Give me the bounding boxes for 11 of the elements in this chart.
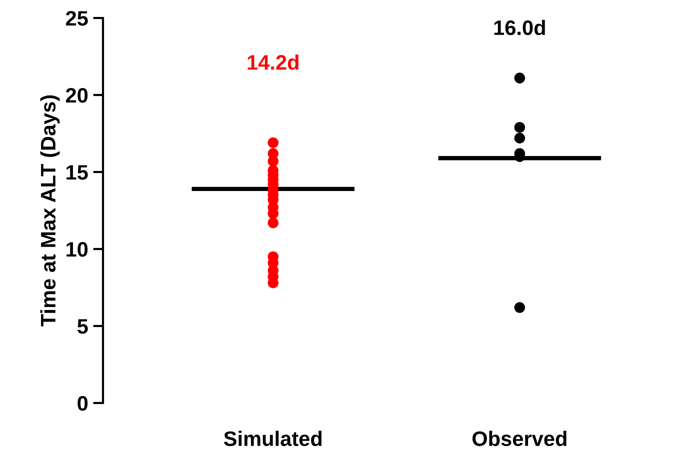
annotation: 14.2d	[248, 54, 298, 70]
y-axis-title: Time at Max ALT (Days)	[40, 95, 60, 326]
y-tick-label: 0	[78, 396, 88, 411]
y-tick-label: 15	[66, 165, 88, 180]
y-tick-label: 25	[66, 11, 88, 26]
x-tick-label: Simulated	[224, 430, 322, 446]
annotation: 16.0d	[494, 20, 545, 36]
y-tick-label: 10	[66, 242, 88, 257]
x-tick-label: Observed	[472, 430, 566, 446]
y-tick-label: 5	[77, 319, 88, 334]
y-tick-label: 20	[66, 88, 88, 103]
